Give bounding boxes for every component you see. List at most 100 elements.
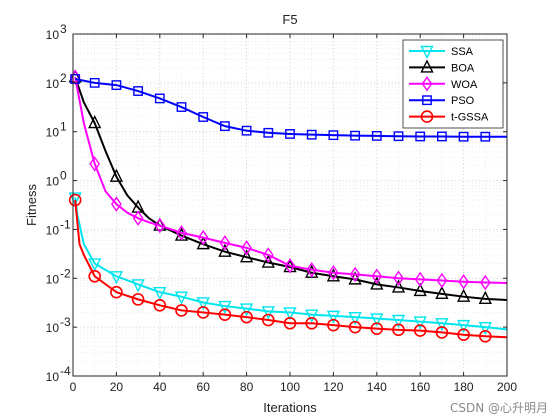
data-point	[413, 324, 427, 337]
data-point	[218, 300, 232, 315]
data-point	[350, 130, 360, 141]
data-point	[239, 249, 254, 263]
data-point	[435, 318, 449, 332]
data-point	[154, 217, 166, 234]
data-point	[456, 288, 471, 302]
data-point	[328, 264, 339, 281]
y-tick-exponent: -2	[60, 266, 71, 280]
data-point	[198, 112, 209, 122]
x-axis-title: Iterations	[263, 400, 317, 415]
data-point	[153, 286, 167, 301]
data-point	[133, 86, 143, 96]
data-point	[284, 258, 296, 274]
data-point	[457, 328, 470, 342]
data-point	[219, 235, 231, 251]
data-point	[131, 293, 145, 306]
data-point	[109, 271, 124, 285]
legend: SSA BOA WOA PSO t-GSSA	[402, 39, 504, 129]
data-point	[371, 268, 383, 284]
x-tick-label: 20	[110, 380, 124, 394]
legend-marker	[420, 110, 434, 123]
legend-label: PSO	[451, 95, 475, 107]
y-tick-label: 10	[46, 28, 60, 42]
data-point	[478, 329, 492, 343]
legend-marker	[422, 95, 432, 106]
data-point	[262, 247, 274, 263]
data-point	[132, 210, 144, 226]
x-tick-label: 180	[454, 380, 474, 394]
y-tick-label: 10	[46, 272, 60, 286]
data-point	[110, 285, 123, 299]
data-point	[176, 225, 187, 241]
data-point	[174, 291, 189, 305]
y-tick-exponent: 0	[60, 169, 67, 183]
data-point	[458, 274, 469, 290]
x-tick-label: 160	[410, 380, 430, 394]
legend-item: t-GSSA	[409, 110, 489, 124]
data-point	[153, 298, 167, 312]
chart-title: F5	[282, 12, 297, 27]
data-point	[413, 282, 427, 297]
data-point	[328, 130, 339, 141]
legend-label: WOA	[451, 79, 478, 91]
data-point	[111, 80, 122, 90]
data-point	[305, 309, 319, 323]
series-t-gssa	[68, 193, 508, 343]
data-point	[391, 314, 406, 329]
data-point	[306, 129, 317, 140]
data-point	[393, 270, 404, 287]
data-point	[413, 316, 427, 330]
series-pso	[70, 74, 507, 142]
y-tick-label: 10	[46, 370, 60, 384]
x-tick-label: 60	[197, 380, 211, 394]
series-layer	[68, 69, 508, 343]
data-point	[370, 322, 384, 335]
data-point	[111, 196, 122, 212]
data-point	[348, 320, 362, 334]
data-point	[219, 121, 230, 132]
legend-item: PSO	[409, 95, 475, 107]
data-point	[349, 266, 361, 283]
data-point	[306, 261, 318, 278]
data-point	[283, 307, 297, 321]
legend-item: WOA	[409, 76, 478, 92]
series-line	[74, 76, 508, 301]
data-point	[326, 310, 341, 324]
data-point	[393, 131, 404, 142]
y-tick-label: 10	[46, 126, 60, 140]
data-point	[176, 102, 187, 112]
data-point	[370, 313, 384, 327]
data-point	[458, 131, 469, 142]
data-point	[196, 297, 210, 311]
data-point	[478, 321, 492, 336]
data-point	[305, 316, 319, 330]
data-point	[154, 93, 165, 104]
y-tick-exponent: -4	[60, 364, 71, 378]
data-point	[261, 306, 275, 320]
data-point	[196, 306, 210, 319]
data-point	[241, 125, 252, 136]
series-line	[74, 197, 508, 331]
y-tick-exponent: 1	[60, 120, 67, 134]
y-tick-exponent: 3	[60, 22, 67, 36]
legend-item: BOA	[409, 59, 475, 74]
data-point	[435, 285, 449, 300]
data-point	[68, 192, 82, 206]
data-point	[437, 131, 447, 142]
data-point	[175, 304, 188, 317]
data-point	[392, 323, 405, 337]
series-line	[74, 77, 508, 285]
data-point	[218, 308, 232, 321]
data-point	[261, 254, 275, 268]
legend-marker	[421, 76, 433, 92]
y-tick-exponent: -3	[60, 315, 71, 329]
legend-item: SSA	[409, 45, 474, 60]
data-point	[241, 240, 252, 256]
data-point	[263, 127, 274, 138]
data-point	[89, 77, 100, 88]
legend-marker	[420, 59, 434, 73]
data-point	[196, 236, 210, 250]
x-tick-label: 80	[240, 380, 254, 394]
series-line	[74, 199, 508, 339]
